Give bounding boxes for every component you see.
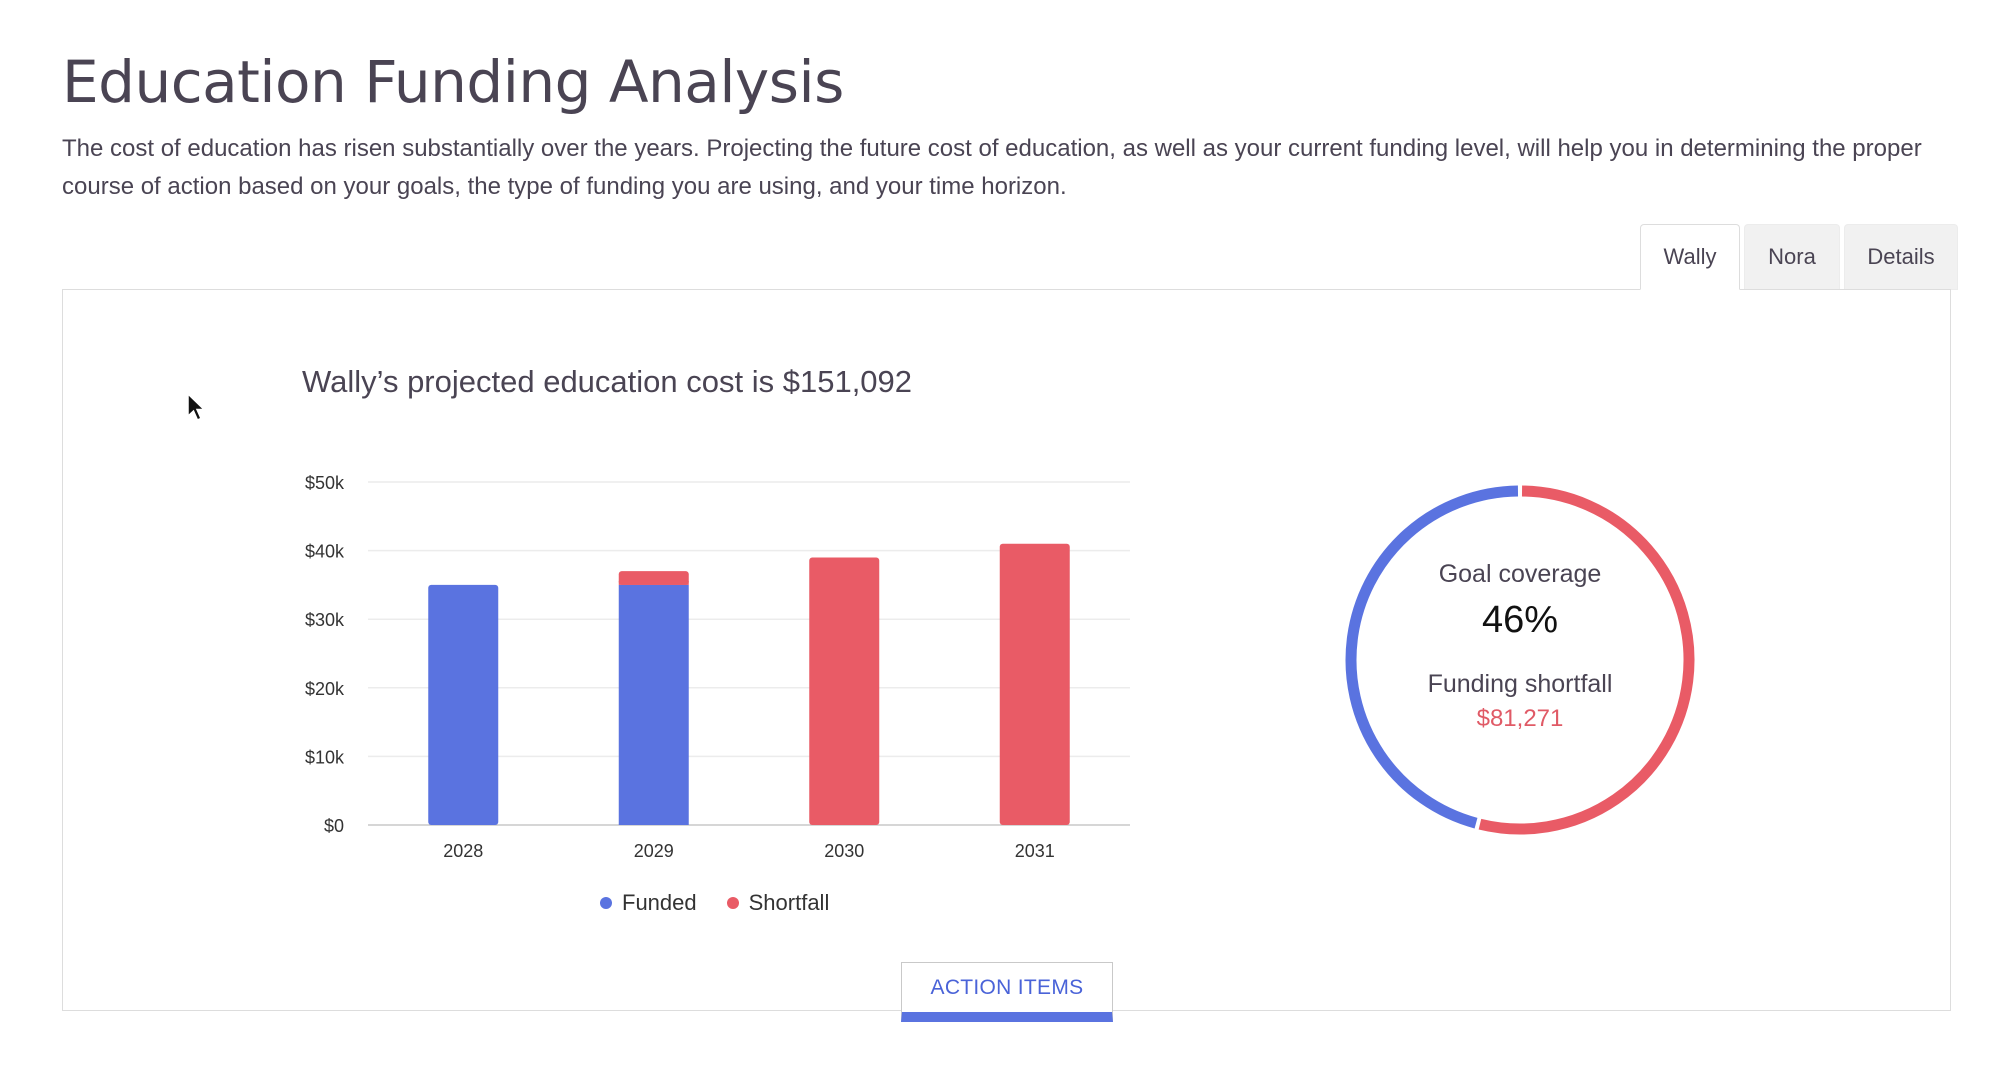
- tab-wally[interactable]: Wally: [1640, 224, 1740, 290]
- legend-label-funded: Funded: [622, 890, 697, 915]
- bar-segment-fill: [618, 580, 689, 585]
- bar-funded-2028[interactable]: [428, 584, 499, 825]
- y-tick-label: $40k: [305, 542, 345, 562]
- x-tick-label: 2028: [443, 841, 483, 861]
- x-tick-label: 2031: [1015, 841, 1055, 861]
- y-tick-label: $30k: [305, 610, 345, 630]
- bar-shortfall-2030[interactable]: [809, 557, 880, 825]
- bar-shortfall-2031[interactable]: [999, 543, 1070, 825]
- y-tick-label: $20k: [305, 679, 345, 699]
- donut-center: Goal coverage 46% Funding shortfall $81,…: [1350, 560, 1690, 733]
- page-title: Education Funding Analysis: [62, 48, 844, 116]
- intro-text: The cost of education has risen substant…: [62, 135, 1922, 200]
- chart-legend: Funded Shortfall: [600, 890, 829, 916]
- y-tick-label: $0: [324, 816, 344, 836]
- chart-heading: Wally’s projected education cost is $151…: [302, 364, 913, 399]
- legend-dot-funded: [600, 897, 612, 909]
- cost-bar-chart: $0 $10k $20k $30k $40k $50k 2028 2029 2030 2031: [305, 473, 1130, 861]
- x-tick-label: 2030: [824, 841, 864, 861]
- y-tick-label: $50k: [305, 473, 345, 493]
- goal-coverage-label: Goal coverage: [1438, 560, 1602, 588]
- action-items-button[interactable]: ACTION ITEMS: [901, 962, 1113, 1022]
- tab-details[interactable]: Details: [1844, 224, 1958, 290]
- donut-shortfall-arc: [1478, 485, 1695, 835]
- funding-shortfall-label: Funding shortfall: [1427, 670, 1613, 698]
- legend-dot-shortfall: [726, 897, 739, 909]
- legend-item-shortfall: Shortfall: [726, 890, 830, 916]
- mouse-pointer-icon: [187, 392, 206, 421]
- person-tabs: Wally Nora Details: [1640, 224, 1962, 290]
- funding-shortfall-value: $81,271: [1476, 705, 1564, 732]
- bar-funded-2029[interactable]: [618, 584, 689, 825]
- goal-coverage-percent: 46%: [1481, 599, 1559, 641]
- donut-funded-arc: [1345, 485, 1519, 829]
- y-tick-label: $10k: [305, 747, 345, 767]
- tab-nora[interactable]: Nora: [1744, 224, 1840, 290]
- goal-coverage-donut: [1345, 485, 1695, 835]
- x-tick-label: 2029: [634, 841, 674, 861]
- legend-item-funded: Funded: [600, 890, 697, 916]
- legend-label-shortfall: Shortfall: [748, 890, 830, 915]
